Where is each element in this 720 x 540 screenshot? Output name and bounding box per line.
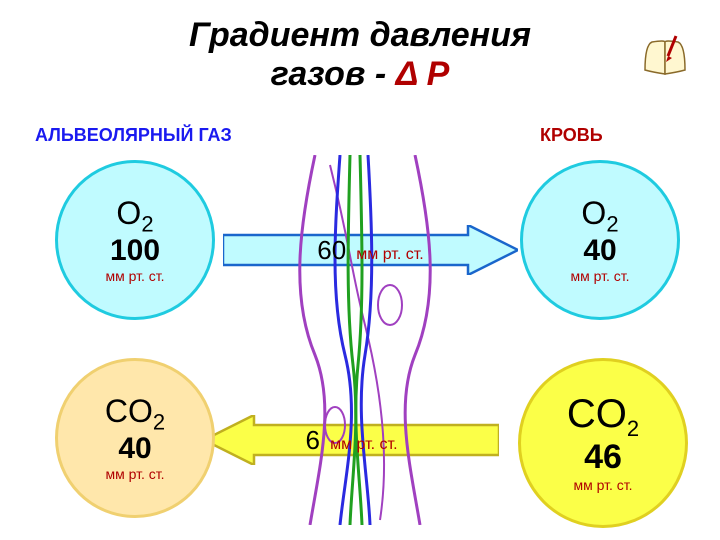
gas-value: 46 xyxy=(584,440,622,476)
page-title: Градиент давления газов - Δ Р xyxy=(0,16,720,94)
title-P: Р xyxy=(417,55,449,93)
vessel-diagram xyxy=(280,155,450,525)
gas-label: O2 xyxy=(581,197,618,235)
gas-value: 40 xyxy=(583,235,616,267)
gas-value: 100 xyxy=(110,235,160,267)
arrow-text: 6 мм рт. ст. xyxy=(305,425,397,456)
book-icon xyxy=(640,30,690,80)
gas-unit: мм рт. ст. xyxy=(570,269,629,284)
arrow-value: 6 xyxy=(305,425,319,455)
gas-label: CO2 xyxy=(567,393,639,440)
arrow-co2-gradient: 6 мм рт. ст. xyxy=(204,415,499,465)
arrow-text: 60 мм рт. ст. xyxy=(317,235,423,266)
title-line1: Градиент давления xyxy=(189,16,531,54)
circle-co2-blood: CO2 46 мм рт. ст. xyxy=(518,358,688,528)
gas-unit: мм рт. ст. xyxy=(105,269,164,284)
circle-o2-alveolar: O2 100 мм рт. ст. xyxy=(55,160,215,320)
circle-o2-blood: O2 40 мм рт. ст. xyxy=(520,160,680,320)
arrow-value: 60 xyxy=(317,235,346,265)
arrow-unit: мм рт. ст. xyxy=(330,436,397,453)
gas-unit: мм рт. ст. xyxy=(105,467,164,482)
circle-co2-alveolar: CO2 40 мм рт. ст. xyxy=(55,358,215,518)
gas-value: 40 xyxy=(118,433,151,465)
arrow-unit: мм рт. ст. xyxy=(356,246,423,263)
arrow-o2-gradient: 60 мм рт. ст. xyxy=(223,225,518,275)
gas-label: O2 xyxy=(116,197,153,235)
title-delta: Δ xyxy=(396,55,418,93)
section-label-alveolar: АЛЬВЕОЛЯРНЫЙ ГАЗ xyxy=(35,125,232,146)
section-label-blood: КРОВЬ xyxy=(540,125,603,146)
gas-label: CO2 xyxy=(105,395,165,433)
gas-unit: мм рт. ст. xyxy=(573,478,632,493)
title-line2-prefix: газов - xyxy=(271,55,396,93)
